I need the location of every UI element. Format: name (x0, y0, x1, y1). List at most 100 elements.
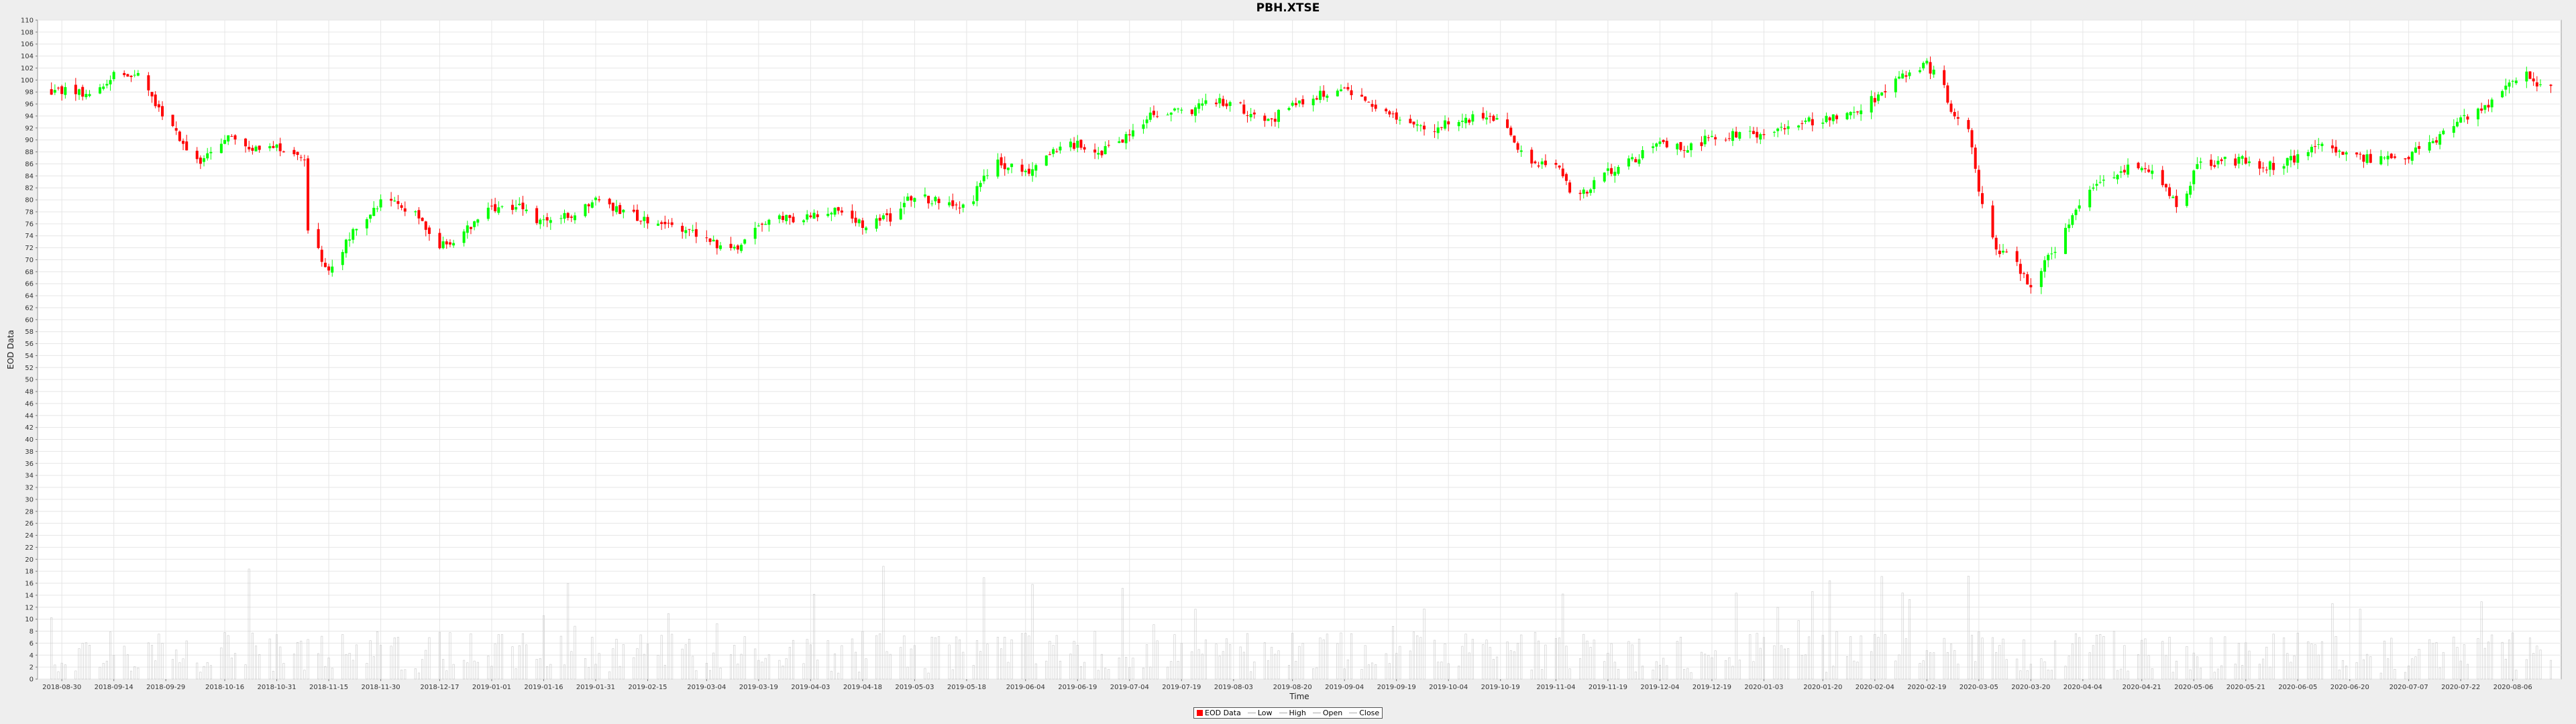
y-tick-label: 32 (25, 485, 34, 492)
volume-bar (730, 654, 733, 680)
candle-body-down (195, 150, 199, 160)
y-tick-label: 28 (25, 508, 34, 516)
candle-body-up (826, 213, 830, 217)
candle-body-up (2268, 161, 2271, 170)
x-tick-label: 2020-02-04 (1856, 684, 1894, 691)
candle-body-up (2511, 80, 2514, 82)
candle-body-up (584, 204, 587, 217)
candle-body-up (767, 219, 771, 225)
volume-bar (470, 634, 472, 680)
volume-bar (321, 636, 323, 680)
volume-bar (975, 640, 978, 680)
legend-swatch-eod (1197, 710, 1203, 716)
volume-bar (85, 642, 87, 680)
volume-bar (376, 631, 378, 680)
volume-bar (567, 583, 570, 680)
candle-body-down (417, 210, 421, 219)
volume-bar (268, 638, 271, 680)
volume-bar (671, 634, 674, 680)
y-tick-label: 48 (25, 389, 34, 396)
volume-bar (2029, 664, 2032, 680)
volume-bar (54, 664, 56, 680)
volume-bar (1132, 658, 1134, 680)
volume-bar (2147, 655, 2150, 680)
volume-bar (1434, 640, 1436, 680)
candle-body-down (2418, 145, 2421, 149)
candle-body-up (865, 227, 868, 231)
volume-bar (813, 594, 816, 680)
candle-body-up (563, 213, 566, 219)
volume-bar (959, 640, 961, 680)
volume-bar (2071, 644, 2074, 680)
candle-body-down (792, 217, 795, 223)
candle-body-up (2310, 146, 2313, 153)
volume-bar (2483, 648, 2486, 680)
candle-body-down (2466, 116, 2469, 120)
candle-body-down (2369, 154, 2372, 163)
candle-body-down (299, 157, 303, 158)
volume-bar (1177, 660, 1179, 680)
volume-bar (830, 670, 833, 680)
volume-bar (858, 672, 861, 680)
candle-body-down (2341, 152, 2345, 155)
volume-bar (948, 644, 951, 680)
volume-bar (2442, 652, 2445, 680)
candle-body-up (979, 182, 982, 187)
candle-body-up (2365, 154, 2369, 164)
candle-body-up (1776, 128, 1780, 131)
volume-bar (2234, 664, 2237, 680)
volume-bar (1738, 660, 1741, 680)
volume-bar (421, 659, 424, 680)
candle-body-up (2410, 152, 2414, 161)
candle-body-down (2532, 78, 2535, 82)
plot-area (37, 19, 2562, 680)
y-tick-label: 72 (25, 245, 34, 252)
candle-body-down (1929, 62, 1932, 74)
candle-body-up (802, 220, 806, 223)
volume-bar (2002, 638, 2004, 680)
volume-bar (979, 651, 982, 680)
candle-body-up (1031, 169, 1034, 176)
candle-body-up (203, 158, 206, 162)
volume-bar (1967, 576, 1970, 680)
candle-body-down (1949, 103, 1953, 112)
x-tick-label: 2019-03-19 (739, 684, 778, 691)
x-tick-label: 2019-03-04 (687, 684, 726, 691)
volume-bar (1423, 608, 1426, 680)
legend-item-open: Open (1312, 709, 1342, 717)
candle-body-up (573, 215, 576, 221)
candle-body-down (635, 209, 639, 221)
volume-bar (1360, 669, 1363, 680)
volume-bar (255, 646, 258, 680)
volume-bar (2411, 658, 2414, 680)
candle-body-up (1024, 170, 1027, 172)
candle-body-up (1124, 134, 1128, 143)
volume-bar (463, 660, 466, 680)
volume-bar (1083, 662, 1086, 680)
candle-body-down (646, 217, 649, 224)
candle-body-up (1652, 146, 1655, 148)
volume-bar (57, 671, 60, 680)
candle-body-up (1006, 168, 1010, 170)
candle-body-down (885, 213, 889, 215)
volume-bar (1267, 660, 1269, 680)
volume-bar (133, 666, 136, 680)
volume-bar (1277, 650, 1280, 680)
volume-bar (1783, 648, 1786, 680)
candle-body-down (1468, 119, 1471, 123)
candle-body-down (50, 89, 53, 95)
x-tick-label: 2020-03-05 (1960, 684, 1998, 691)
candle-body-up (1918, 70, 1921, 72)
candle-body-up (1069, 141, 1072, 147)
volume-bar (1073, 641, 1075, 680)
volume-bar (716, 623, 718, 680)
volume-bar (875, 635, 878, 680)
candle-body-down (2175, 196, 2178, 207)
volume-bar (1538, 640, 1540, 680)
volume-bar (809, 644, 812, 680)
x-tick-label: 2019-05-03 (895, 684, 934, 691)
candle-body-up (1925, 60, 1929, 64)
y-tick-label: 18 (25, 568, 34, 576)
volume-bar (1638, 638, 1640, 680)
x-tick-label: 2019-01-01 (472, 684, 511, 691)
